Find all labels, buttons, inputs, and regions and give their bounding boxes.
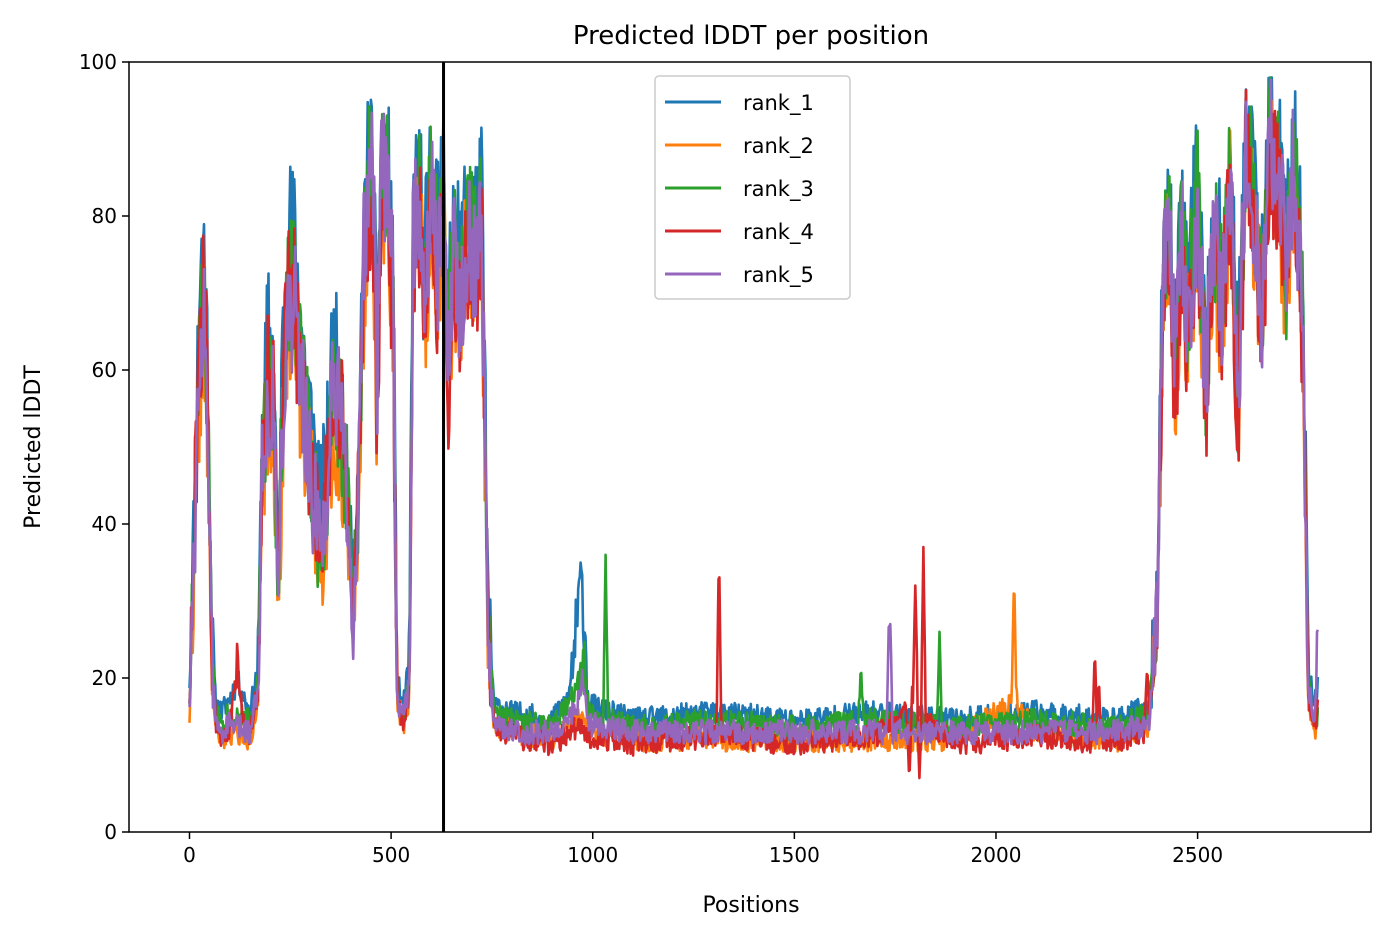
legend-label-rank-1: rank_1 (743, 91, 814, 116)
legend-label-rank-2: rank_2 (743, 134, 814, 159)
plot-frame (128, 61, 1372, 833)
y-tick-label: 40 (92, 512, 117, 536)
series-line-rank-5 (188, 78, 1320, 746)
x-tick-label: 0 (183, 843, 196, 867)
y-tick-label: 60 (92, 358, 117, 382)
series-layer (188, 76, 1320, 780)
x-tick-label: 500 (372, 843, 410, 867)
x-axis-label: Positions (702, 893, 799, 918)
x-tick-label: 2000 (971, 843, 1022, 867)
chart-title: Predicted lDDT per position (573, 21, 929, 51)
legend-label-rank-5: rank_5 (743, 263, 814, 288)
x-tick-label: 2500 (1172, 843, 1223, 867)
y-tick-label: 100 (79, 50, 117, 74)
legend-label-rank-3: rank_3 (743, 177, 814, 202)
y-axis: 0 20 40 60 80 100 (79, 50, 129, 844)
legend-label-rank-4: rank_4 (743, 220, 814, 245)
y-axis-label: Predicted lDDT (21, 365, 46, 529)
legend: rank_1 rank_2 rank_3 rank_4 rank_5 (654, 75, 851, 300)
x-axis: 0 500 1000 1500 2000 2500 (183, 832, 1223, 867)
x-tick-label: 1000 (567, 843, 618, 867)
y-tick-label: 80 (92, 204, 117, 228)
x-tick-label: 1500 (769, 843, 820, 867)
y-tick-label: 20 (92, 666, 117, 690)
legend-box (654, 75, 851, 300)
y-tick-label: 0 (104, 820, 117, 844)
